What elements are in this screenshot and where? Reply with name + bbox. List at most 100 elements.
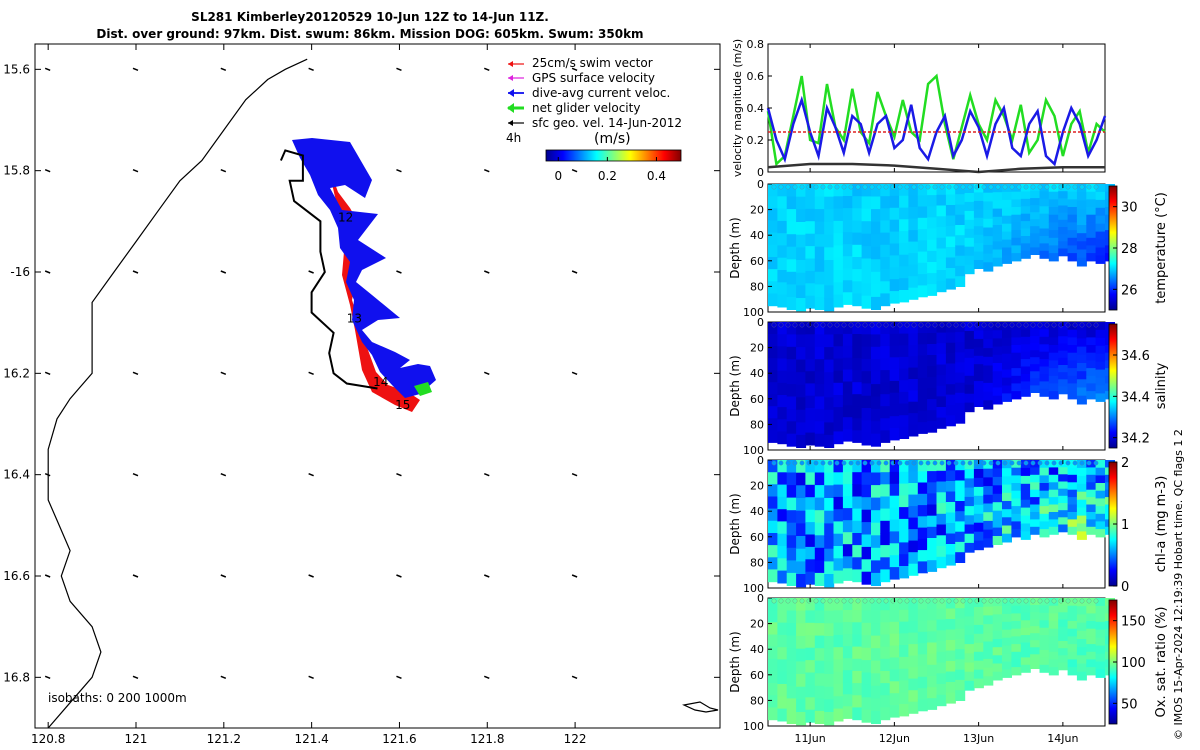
section-cell (1076, 200, 1087, 210)
section-cell (1020, 351, 1031, 360)
section-cell (1067, 482, 1078, 491)
section-cell (927, 493, 938, 506)
section-cell (964, 506, 975, 516)
geo-velocity-arrow (396, 472, 402, 477)
geo-velocity-arrow (308, 371, 314, 376)
section-cell (992, 200, 1003, 210)
section-cell (814, 472, 825, 486)
section-cell (1086, 467, 1097, 476)
section-cell (1067, 352, 1078, 361)
section-cell (1030, 247, 1041, 255)
geo-velocity-arrow (44, 371, 51, 376)
section-cell (842, 556, 853, 569)
section-cell (833, 570, 844, 584)
section-cell (955, 490, 966, 502)
section-cell (908, 506, 919, 519)
section-cell (1076, 233, 1087, 242)
surface-sample-point (785, 322, 791, 328)
section-cell (824, 648, 835, 662)
surface-sample-point (785, 460, 791, 466)
section-cell (1067, 474, 1078, 483)
section-cell (1039, 336, 1050, 345)
surface-sample-point (1023, 598, 1029, 604)
section-cell (777, 684, 788, 697)
colorbar-tick-label: 34.4 (1121, 390, 1150, 405)
section-cell (983, 460, 994, 470)
section-cell (842, 646, 853, 659)
section-cell (992, 387, 1003, 397)
section-cell (833, 358, 844, 372)
section-cell (814, 623, 825, 637)
section-cell (1011, 375, 1022, 385)
surface-sample-point (897, 460, 903, 466)
section-cell (889, 531, 900, 544)
figure-title-line2: Dist. over ground: 97km. Dist. swum: 86k… (96, 27, 644, 41)
section-cell (1030, 219, 1041, 227)
section-cell (777, 610, 788, 624)
section-cell (1076, 491, 1087, 501)
section-cell (1039, 620, 1050, 629)
section-cell (936, 375, 947, 387)
section-cell (1030, 519, 1041, 528)
isobaths-label: isobaths: 0 200 1000m (48, 691, 187, 705)
section-cell (899, 518, 910, 532)
section-cell (1011, 360, 1022, 369)
surface-sample-point (925, 184, 931, 190)
section-cell (973, 389, 984, 399)
geo-velocity-arrow (483, 270, 490, 274)
section-cell (1076, 338, 1087, 348)
section-cell (1020, 507, 1031, 517)
surface-sample-point (778, 460, 784, 466)
section-cell (973, 243, 984, 253)
surface-sample-point (1002, 460, 1008, 466)
section-cell (1086, 337, 1097, 346)
legend-item-current-velocity: dive-avg current veloc. (508, 86, 670, 100)
section-cell (1048, 644, 1059, 653)
section-cell (927, 344, 938, 356)
section-cell (973, 660, 984, 671)
section-cell (880, 382, 891, 395)
section-cell (955, 460, 966, 471)
section-cell (983, 632, 994, 643)
section-cell (908, 701, 919, 714)
section-cell (899, 495, 910, 508)
section-cell (1002, 598, 1012, 607)
section-cell (1048, 667, 1059, 676)
section-cell (871, 296, 881, 310)
surface-sample-point (778, 322, 784, 328)
legend-item-surface-geo-velocity: sfc geo. vel. 14-Jun-2012 (508, 116, 682, 130)
section-cell (1020, 221, 1031, 230)
section-cell (768, 346, 778, 359)
section-cell (1095, 637, 1106, 647)
surface-sample-point (967, 460, 973, 466)
section-cell (833, 634, 844, 648)
section-cell (1002, 653, 1012, 663)
section-cell (814, 184, 825, 198)
surface-sample-point (869, 598, 875, 604)
section-cell (842, 670, 853, 683)
section-cell (1058, 662, 1069, 671)
section-cell (908, 424, 919, 437)
section-cell (777, 184, 788, 197)
section-cell (805, 270, 816, 284)
section-cell (1020, 627, 1031, 636)
section-cell (852, 508, 863, 522)
section-cell (1039, 191, 1050, 200)
section-cell (936, 184, 947, 196)
surface-sample-point (820, 184, 826, 190)
section-cell (796, 234, 807, 248)
section-cell (852, 293, 863, 307)
section-cell (1095, 506, 1106, 515)
section-cell (814, 547, 825, 561)
section-cell (1048, 191, 1059, 200)
section-cell (833, 334, 844, 347)
section-cell (861, 383, 872, 397)
geo-velocity-arrow (483, 574, 490, 578)
section-cell (768, 496, 778, 510)
section-cell (927, 399, 938, 411)
section-cell (983, 382, 994, 393)
section-cell (1076, 630, 1087, 640)
section-cell (871, 359, 881, 373)
section-cell (824, 422, 835, 436)
